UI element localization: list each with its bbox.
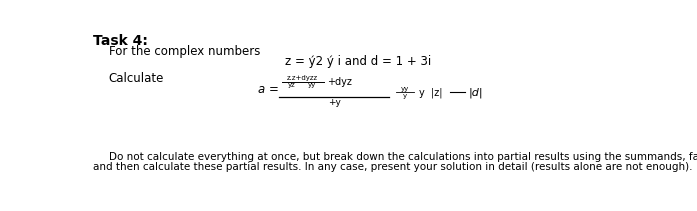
Text: z = ý2 ý i and d = 1 + 3i: z = ý2 ý i and d = 1 + 3i — [285, 55, 431, 68]
Text: a =: a = — [258, 83, 279, 96]
Text: yy: yy — [308, 82, 316, 88]
Text: and then calculate these partial results. In any case, present your solution in : and then calculate these partial results… — [93, 162, 693, 172]
Text: For the complex numbers: For the complex numbers — [109, 45, 260, 58]
Text: yz: yz — [288, 82, 296, 88]
Text: +y: +y — [328, 99, 341, 107]
Text: z.z+dyzz: z.z+dyzz — [287, 75, 318, 81]
Text: y: y — [403, 93, 407, 99]
Text: |d|: |d| — [468, 87, 483, 97]
Text: +dyz: +dyz — [328, 77, 352, 87]
Text: Do not calculate everything at once, but break down the calculations into partia: Do not calculate everything at once, but… — [109, 152, 697, 162]
Text: Task 4:: Task 4: — [93, 34, 148, 48]
Text: y  |z|: y |z| — [419, 87, 443, 97]
Text: yy: yy — [401, 85, 409, 92]
Text: Calculate: Calculate — [109, 72, 164, 85]
